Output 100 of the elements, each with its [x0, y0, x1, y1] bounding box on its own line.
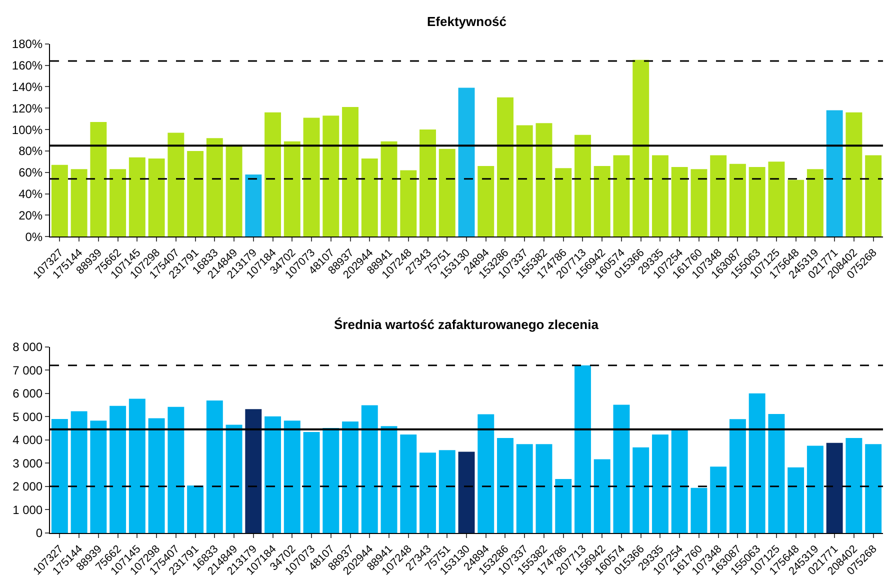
bar — [478, 166, 494, 237]
bar — [690, 169, 708, 237]
bar — [652, 434, 668, 533]
bar — [342, 422, 358, 533]
y-tick-label: 2 000 — [12, 480, 43, 494]
bar — [729, 164, 746, 237]
bar — [865, 444, 882, 533]
y-tick-label: 180% — [12, 37, 43, 52]
y-tick-label: 80% — [18, 144, 43, 158]
bar — [303, 432, 320, 533]
bar — [322, 116, 340, 237]
bar — [90, 420, 107, 533]
bar — [168, 406, 184, 533]
bar — [420, 452, 436, 533]
bar — [458, 452, 475, 533]
bar — [458, 88, 475, 237]
bar — [613, 155, 630, 237]
bar — [128, 157, 146, 237]
bar — [226, 146, 242, 237]
y-tick-label: 40% — [18, 187, 43, 202]
bar — [710, 155, 727, 237]
bar — [206, 138, 223, 237]
bar — [438, 148, 456, 237]
bar — [128, 398, 146, 533]
bar — [846, 112, 862, 237]
bar — [148, 418, 165, 533]
bar — [690, 488, 708, 533]
bar — [245, 174, 262, 237]
bar — [516, 125, 533, 237]
y-tick-label: 120% — [12, 101, 43, 116]
bar — [361, 405, 378, 533]
y-tick-label: 4 000 — [12, 433, 43, 448]
y-tick-label: 0 — [36, 526, 43, 540]
bar — [806, 446, 824, 533]
y-tick-label: 5 000 — [12, 410, 43, 424]
bar — [574, 365, 591, 533]
bar — [671, 428, 688, 533]
bar — [555, 168, 572, 237]
bar — [497, 97, 514, 237]
bar — [632, 60, 650, 237]
bar — [671, 167, 688, 237]
bar — [187, 485, 204, 533]
bar — [168, 132, 184, 237]
bar — [729, 419, 746, 533]
bar — [284, 420, 300, 533]
bar — [632, 447, 650, 533]
bar — [652, 155, 668, 237]
bar — [70, 169, 88, 237]
bar — [342, 107, 358, 237]
bar — [226, 424, 242, 533]
bar — [826, 442, 843, 533]
bar — [574, 134, 591, 237]
y-tick-label: 1 000 — [12, 502, 43, 517]
bar — [516, 444, 533, 533]
bar — [70, 411, 88, 533]
y-tick-label: 160% — [12, 58, 43, 72]
y-tick-label: 140% — [12, 80, 43, 94]
bar — [478, 414, 494, 533]
bar — [420, 130, 436, 237]
bar — [536, 123, 552, 237]
bar — [264, 112, 282, 237]
bar — [846, 438, 862, 533]
bar — [206, 400, 223, 533]
y-tick-label: 20% — [18, 208, 43, 222]
bar — [303, 118, 320, 237]
y-tick-label: 7 000 — [12, 363, 43, 378]
chart-title: Efektywność — [427, 14, 506, 29]
bar — [748, 167, 766, 237]
y-tick-label: 8 000 — [12, 340, 43, 354]
bar — [555, 478, 572, 533]
bar — [322, 428, 340, 533]
bar — [51, 164, 68, 237]
bar — [788, 180, 804, 237]
bar — [90, 122, 107, 237]
bar — [788, 467, 804, 533]
bar — [768, 162, 785, 237]
bar — [536, 444, 552, 533]
bar — [110, 406, 126, 533]
bar — [264, 416, 282, 533]
bar — [438, 450, 456, 533]
y-tick-label: 3 000 — [12, 456, 43, 470]
bar — [826, 110, 843, 237]
bar — [245, 409, 262, 533]
bar — [361, 158, 378, 237]
bar — [710, 466, 727, 533]
bar — [51, 418, 68, 533]
bar — [594, 459, 610, 533]
bar — [284, 141, 300, 237]
bar — [400, 434, 417, 533]
y-tick-label: 6 000 — [12, 386, 43, 401]
bar — [380, 141, 398, 237]
bar — [148, 158, 165, 237]
y-tick-label: 100% — [12, 122, 43, 137]
bar — [497, 438, 514, 533]
bar — [594, 166, 610, 237]
bar — [806, 169, 824, 237]
bar — [613, 404, 630, 533]
y-tick-label: 0% — [25, 230, 43, 244]
bar — [400, 170, 417, 237]
bar — [768, 414, 785, 533]
